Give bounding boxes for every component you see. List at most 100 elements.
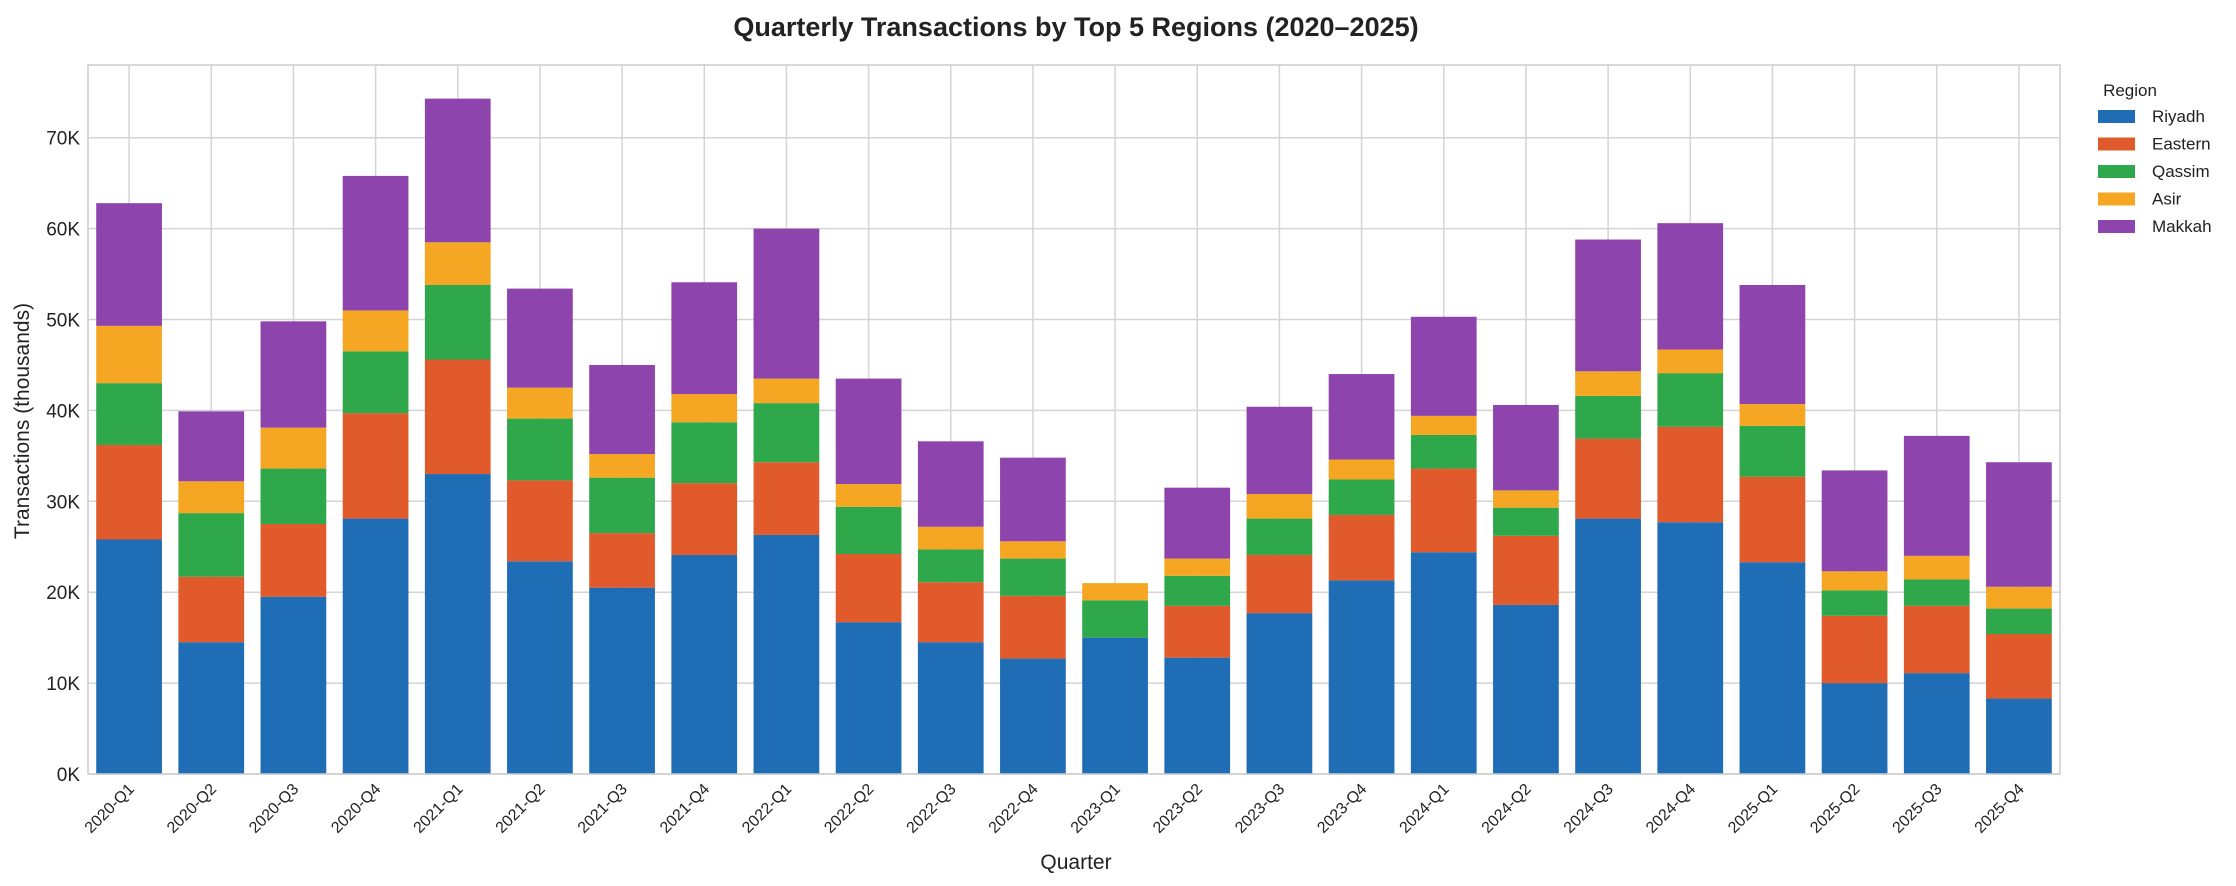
bar-segment-eastern	[424, 359, 491, 475]
bar-segment-qassim	[1575, 395, 1641, 439]
bar-segment-makkah	[1328, 374, 1395, 460]
bar-segment-riyadh	[753, 534, 820, 774]
bar-segment-eastern	[753, 462, 820, 535]
bar-segment-makkah	[96, 203, 162, 326]
y-tick-label: 20K	[46, 583, 80, 604]
bar-segment-eastern	[1986, 634, 2052, 699]
bar-segment-asir	[1903, 555, 1970, 580]
bar-segment-riyadh	[1821, 683, 1888, 774]
bar-segment-qassim	[507, 418, 573, 481]
bars-layer	[96, 98, 2052, 774]
bar-segment-eastern	[1410, 468, 1477, 553]
bar-segment-makkah	[1493, 404, 1559, 491]
bar-segment-makkah	[1739, 284, 1806, 405]
y-tick-label: 50K	[46, 311, 80, 332]
bar-segment-riyadh	[424, 474, 491, 774]
bar-segment-riyadh	[1739, 562, 1806, 774]
bar-segment-qassim	[1246, 518, 1313, 555]
y-tick-label: 60K	[46, 220, 80, 241]
bar-segment-eastern	[1164, 605, 1231, 658]
legend-title: Region	[2103, 81, 2157, 100]
bar-segment-makkah	[1821, 470, 1888, 572]
bar-segment-asir	[1328, 459, 1395, 480]
bar-segment-asir	[671, 394, 738, 423]
bar-segment-eastern	[917, 582, 984, 643]
bar-segment-eastern	[1903, 605, 1970, 674]
bar-segment-makkah	[671, 282, 738, 395]
bar-segment-makkah	[1657, 223, 1724, 350]
bar-segment-riyadh	[1082, 637, 1148, 774]
bar-segment-eastern	[1246, 554, 1313, 614]
bar-segment-qassim	[671, 422, 738, 484]
bar-segment-riyadh	[835, 622, 902, 774]
legend-label-qassim: Qassim	[2152, 162, 2210, 181]
bar-segment-asir	[1246, 494, 1313, 519]
bar-segment-asir	[1082, 583, 1148, 601]
bar-segment-qassim	[917, 549, 984, 583]
bar-segment-qassim	[424, 284, 491, 360]
bar-segment-makkah	[917, 441, 984, 527]
bar-segment-asir	[96, 325, 162, 384]
bar-segment-riyadh	[1986, 698, 2052, 774]
legend-swatch-riyadh	[2098, 110, 2135, 123]
bar-segment-riyadh	[1000, 658, 1066, 774]
bar-segment-eastern	[1328, 514, 1395, 581]
bar-segment-asir	[1164, 558, 1231, 576]
bar-segment-asir	[835, 484, 902, 507]
bar-segment-eastern	[342, 413, 409, 519]
bar-segment-riyadh	[671, 554, 738, 774]
bar-segment-makkah	[178, 411, 245, 482]
bar-segment-eastern	[1821, 615, 1888, 684]
plot-frame	[87, 64, 2061, 775]
bar-segment-riyadh	[589, 587, 655, 774]
bar-segment-qassim	[1986, 608, 2052, 635]
bar-segment-qassim	[1082, 600, 1148, 638]
bar-segment-qassim	[1000, 558, 1066, 596]
legend-label-eastern: Eastern	[2152, 135, 2211, 154]
bar-segment-makkah	[1000, 457, 1066, 542]
bar-segment-qassim	[835, 506, 902, 555]
legend-label-riyadh: Riyadh	[2152, 107, 2205, 126]
x-axis-label: Quarter	[1040, 851, 1111, 874]
legend-items: Riyadh Eastern Qassim Asir Makkah	[2098, 107, 2212, 236]
y-axis-ticks: 0K 10K 20K 30K 40K 50K 60K 70K	[46, 129, 80, 786]
bar-segment-eastern	[260, 524, 327, 597]
bar-segment-riyadh	[1246, 613, 1313, 774]
bar-segment-riyadh	[342, 518, 409, 774]
bar-segment-qassim	[1493, 507, 1559, 536]
bar-segment-qassim	[1739, 425, 1806, 477]
legend-label-asir: Asir	[2152, 190, 2182, 209]
bar-segment-asir	[424, 242, 491, 285]
bar-segment-asir	[260, 427, 327, 469]
legend-swatch-makkah	[2098, 220, 2135, 233]
legend-swatch-qassim	[2098, 165, 2135, 178]
bar-segment-riyadh	[260, 596, 327, 774]
y-axis-label: Transactions (thousands)	[11, 303, 34, 539]
y-tick-label: 40K	[46, 401, 80, 422]
bar-segment-riyadh	[96, 539, 162, 774]
bar-segment-qassim	[1657, 373, 1724, 427]
bar-segment-makkah	[1575, 239, 1641, 372]
bar-segment-qassim	[96, 383, 162, 445]
bar-segment-asir	[1986, 586, 2052, 609]
bar-segment-asir	[753, 378, 820, 404]
y-tick-label: 30K	[46, 492, 80, 513]
y-tick-label: 10K	[46, 674, 80, 695]
bar-segment-asir	[917, 526, 984, 550]
bar-segment-eastern	[1657, 426, 1724, 523]
bar-segment-qassim	[178, 513, 245, 577]
bar-segment-eastern	[178, 576, 245, 643]
bar-segment-eastern	[96, 444, 162, 540]
legend-label-makkah: Makkah	[2152, 217, 2212, 236]
bar-segment-asir	[1493, 490, 1559, 508]
bar-segment-makkah	[1410, 316, 1477, 416]
bar-segment-qassim	[589, 477, 655, 534]
bar-segment-riyadh	[1493, 604, 1559, 774]
bar-segment-eastern	[589, 533, 655, 588]
bar-segment-makkah	[1903, 435, 1970, 556]
bar-segment-asir	[1000, 541, 1066, 559]
bar-segment-qassim	[753, 403, 820, 463]
bar-segment-eastern	[507, 480, 573, 562]
